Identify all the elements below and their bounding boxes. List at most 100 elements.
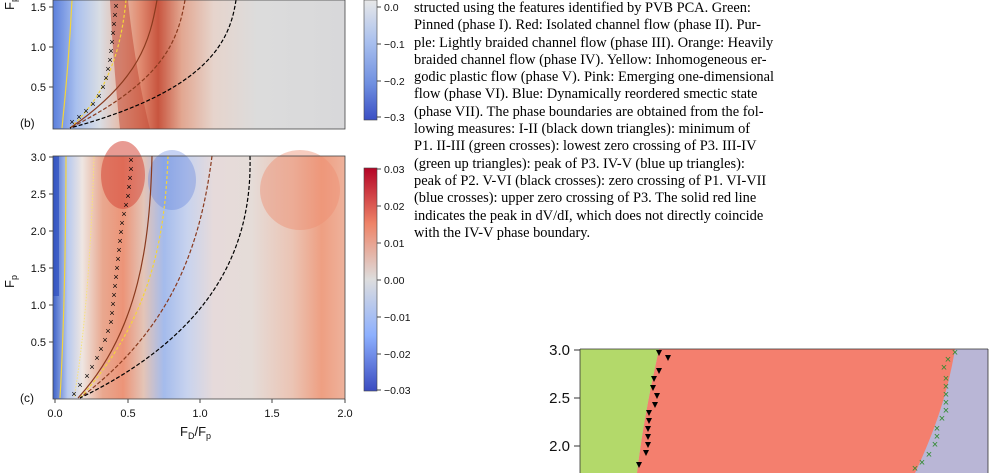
panel-c-brown-boundary [77, 155, 153, 399]
panel-c-ytick: 1.0 [31, 300, 46, 312]
panel-b-cbar-tick: −0.3 [384, 112, 405, 124]
svg-text:×: × [943, 397, 949, 409]
panel-c-colorbar [363, 167, 378, 392]
panel-b-ytick: 0.5 [31, 82, 46, 94]
panel-b-ytick: 1.0 [31, 42, 46, 54]
panel-b-colorbar [363, 0, 378, 121]
panel-c-ytick: 2.5 [31, 189, 46, 201]
panel-b-yellow-boundary [61, 0, 73, 129]
svg-text:×: × [126, 182, 131, 192]
svg-text:×: × [84, 371, 89, 381]
svg-text:×: × [111, 19, 116, 29]
phase-diagram-ytick: 3.0 [549, 342, 570, 359]
panel-b-brown-boundary [69, 0, 158, 129]
svg-text:×: × [110, 299, 115, 309]
panel-c-xtick: 1.5 [264, 408, 279, 420]
svg-text:×: × [932, 439, 938, 451]
panel-c-cross-markers: ××× ××× ××× ××× ××× ××× ××× ××× ××× [71, 155, 133, 399]
svg-text:×: × [934, 431, 940, 443]
phase-diagram-plot: ××× ××× ××× ××× ××× [579, 347, 989, 473]
svg-text:×: × [108, 46, 113, 56]
figure-caption: structed using the features identified b… [414, 0, 998, 242]
svg-text:×: × [943, 381, 949, 393]
svg-text:×: × [111, 290, 116, 300]
panel-c-tag: (c) [20, 391, 34, 405]
panel-b-brown-dashed-boundary [69, 0, 186, 129]
panel-c-brown-dashed-boundary [79, 155, 213, 399]
svg-text:×: × [125, 191, 130, 201]
svg-text:×: × [121, 209, 126, 219]
panel-b-heatmap [53, 0, 345, 129]
panel-c-cbar-label: P3 [409, 276, 410, 290]
panel-c-cbar-tick: 0.03 [384, 164, 405, 176]
phase-diagram-ytick: 2.0 [549, 438, 570, 455]
panel-c-cbar-tick: −0.02 [384, 349, 410, 361]
panel-c-cbar-tick: 0.01 [384, 238, 405, 250]
panel-b-yellow-dashed-boundary [69, 0, 127, 129]
svg-text:×: × [118, 227, 123, 237]
panel-c-cbar-tick: −0.03 [384, 385, 410, 397]
panel-c-xtick: 0.0 [47, 408, 62, 420]
svg-text:×: × [943, 373, 949, 385]
panel-b-cbar-label: P [409, 5, 410, 14]
caption-line: ple: Lightly braided channel flow (phase… [414, 34, 774, 51]
panel-b-cbar-tick: −0.2 [384, 76, 405, 88]
svg-text:×: × [71, 389, 76, 399]
svg-text:×: × [90, 99, 95, 109]
svg-text:×: × [117, 236, 122, 246]
caption-line: (blue crosses): upper zero crossing of P… [414, 190, 757, 207]
svg-text:×: × [112, 281, 117, 291]
caption-line: (phase VII). The phase boundaries are ob… [414, 103, 764, 120]
panel-c-ytick: 0.5 [31, 337, 46, 349]
panel-c-heatmap [53, 156, 345, 399]
svg-text:×: × [115, 254, 120, 264]
svg-text:×: × [94, 353, 99, 363]
svg-text:×: × [127, 173, 132, 183]
svg-text:×: × [128, 164, 133, 174]
svg-text:×: × [128, 155, 133, 165]
svg-text:×: × [119, 218, 124, 228]
svg-text:×: × [69, 117, 74, 127]
panel-b-cbar-tick: 0.0 [384, 2, 399, 14]
panel-c-ytick: 2.0 [31, 226, 46, 238]
phase-diagram-y-axis: 3.0 2.5 2.0 [549, 342, 580, 455]
caption-line: lowing measures: I-II (black down triang… [414, 121, 751, 138]
panel-c-yellow-boundary [59, 155, 67, 399]
panel-b-tag: (b) [20, 116, 35, 130]
phase-boundary-down-triangles [636, 350, 671, 468]
panel-c-cbar-tick: −0.01 [384, 312, 410, 324]
panel-c-xtick: 0.5 [120, 408, 135, 420]
panel-c-ytick: 3.0 [31, 152, 46, 164]
phase-boundary-green-crosses: ××× ××× ××× ××× ××× [912, 347, 958, 473]
svg-text:×: × [103, 73, 108, 83]
svg-text:×: × [96, 91, 101, 101]
panel-b-y-axis: 1.5 1.0 0.5 [31, 2, 53, 94]
svg-text:×: × [108, 317, 113, 327]
svg-text:×: × [110, 28, 115, 38]
panel-b-cross-markers: ××× ××× ××× ××× ××× [69, 1, 118, 127]
panel-b: ××× ××× ××× ××× ××× 1.5 1.0 0.5 Fp (b) 0… [2, 0, 410, 130]
panel-c-xtick: 1.0 [192, 408, 207, 420]
panel-c-ytick: 1.5 [31, 263, 46, 275]
svg-text:×: × [113, 272, 118, 282]
panel-c-x-axis: 0.0 0.5 1.0 1.5 2.0 [47, 399, 353, 420]
panel-c-yellow-dotted-boundary [73, 155, 95, 399]
caption-line: peak of P2. V-VI (black crosses): zero c… [414, 172, 767, 189]
panel-c-cbar-tick: 0.02 [384, 201, 405, 213]
svg-text:×: × [109, 308, 114, 318]
svg-text:×: × [105, 64, 110, 74]
svg-text:×: × [926, 449, 932, 461]
svg-text:×: × [919, 457, 925, 469]
panel-c-ylabel: Fp [2, 275, 19, 288]
svg-text:×: × [107, 55, 112, 65]
caption-line: indicates the peak in dV/dI, which does … [414, 207, 764, 224]
figure-panels: ××× ××× ××× ××× ××× 1.5 1.0 0.5 Fp (b) 0… [2, 0, 410, 441]
panel-c-xtick: 2.0 [337, 408, 352, 420]
svg-text:×: × [109, 37, 114, 47]
caption-line: (green up triangles): peak of P3. IV-V (… [414, 155, 745, 172]
caption-line: godic plastic flow (phase V). Pink: Emer… [414, 69, 774, 86]
caption-line: flow (phase VI). Blue: Dynamically reord… [414, 86, 758, 103]
svg-text:×: × [941, 362, 947, 374]
panel-c-yellow-dashed-boundary [79, 155, 169, 399]
caption-line: structed using the features identified b… [414, 0, 751, 16]
